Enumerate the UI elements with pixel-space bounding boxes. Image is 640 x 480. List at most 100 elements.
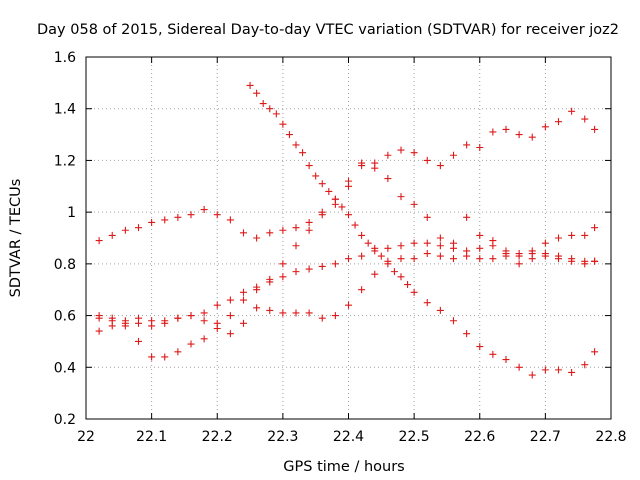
data-point (502, 356, 510, 364)
data-point (568, 255, 576, 263)
data-point (305, 162, 313, 170)
data-point (200, 317, 208, 325)
data-point (213, 301, 221, 309)
data-point (305, 218, 313, 226)
data-point (515, 250, 523, 258)
data-point (266, 105, 274, 113)
data-point (436, 234, 444, 242)
y-tick-label: 1.4 (54, 102, 76, 118)
data-point (489, 128, 497, 136)
data-point (450, 151, 457, 159)
data-point (200, 309, 208, 317)
data-point (591, 224, 599, 232)
data-point (502, 125, 510, 133)
data-point (318, 314, 326, 322)
data-point (568, 107, 576, 115)
x-axis-label: GPS time / hours (283, 459, 404, 475)
data-point (423, 213, 431, 221)
data-point (476, 255, 484, 263)
data-point (259, 100, 267, 108)
data-point (161, 317, 169, 325)
data-point (410, 255, 418, 263)
data-point (279, 309, 287, 317)
series-4 (95, 159, 599, 361)
data-point (253, 286, 261, 294)
data-point (318, 211, 326, 219)
data-point (591, 348, 599, 356)
y-tick-label: 0.2 (54, 412, 76, 428)
data-point (292, 141, 300, 149)
data-point (528, 250, 536, 258)
data-point (502, 252, 510, 260)
data-point (541, 366, 549, 374)
data-point (397, 146, 405, 154)
data-point (240, 288, 247, 296)
data-point (95, 237, 103, 245)
data-point (423, 299, 431, 307)
data-point (384, 257, 392, 265)
data-point (371, 270, 379, 278)
data-point (384, 175, 392, 183)
data-series (95, 81, 599, 379)
data-point (305, 265, 313, 273)
data-point (423, 250, 431, 258)
data-point (121, 226, 129, 234)
data-point (253, 89, 261, 97)
data-point (240, 296, 247, 304)
data-point (358, 252, 366, 260)
data-point (397, 242, 405, 250)
data-point (226, 312, 234, 320)
data-point (148, 218, 156, 226)
series-1 (95, 107, 599, 245)
y-tick-label: 0.4 (54, 360, 76, 376)
data-point (404, 281, 412, 289)
data-point (397, 255, 405, 263)
data-point (463, 213, 471, 221)
y-tick-label: 1.2 (54, 153, 76, 169)
data-point (541, 239, 549, 247)
x-tick-label: 22.3 (267, 429, 298, 445)
x-tick-label: 22 (77, 429, 95, 445)
data-point (292, 309, 300, 317)
data-point (555, 366, 562, 374)
chart-title: Day 058 of 2015, Sidereal Day-to-day VTE… (37, 22, 619, 38)
data-point (555, 118, 562, 126)
data-point (213, 319, 221, 327)
series-5 (95, 250, 599, 338)
data-point (351, 221, 359, 229)
data-point (410, 239, 418, 247)
y-tick-label: 0.6 (54, 309, 76, 325)
data-point (200, 335, 208, 343)
data-point (581, 257, 589, 265)
data-point (489, 255, 497, 263)
data-point (476, 343, 484, 351)
data-point (240, 229, 247, 237)
data-point (345, 177, 352, 185)
data-point (591, 257, 599, 265)
data-point (108, 314, 116, 322)
data-point (95, 314, 103, 322)
data-point (135, 224, 142, 232)
data-point (108, 231, 116, 239)
data-point (377, 252, 385, 260)
data-point (410, 149, 418, 157)
data-point (371, 247, 379, 255)
data-point (358, 286, 366, 294)
data-point (450, 239, 457, 247)
data-point (555, 234, 562, 242)
data-point (436, 306, 444, 314)
data-point (345, 255, 352, 263)
data-point (410, 200, 418, 208)
data-point (226, 216, 234, 224)
data-point (174, 314, 182, 322)
data-point (390, 268, 398, 276)
data-point (515, 131, 523, 139)
data-point (591, 125, 599, 133)
data-point (338, 203, 346, 211)
axis-ticks: 22 22.1 22.2 22.3 22.4 22.5 22.6 22.7 22.8 0.2 0.4… (54, 50, 627, 445)
data-point (364, 239, 372, 247)
y-tick-label: 1 (67, 205, 76, 221)
data-point (541, 252, 549, 260)
data-point (174, 348, 182, 356)
data-point (266, 275, 274, 283)
